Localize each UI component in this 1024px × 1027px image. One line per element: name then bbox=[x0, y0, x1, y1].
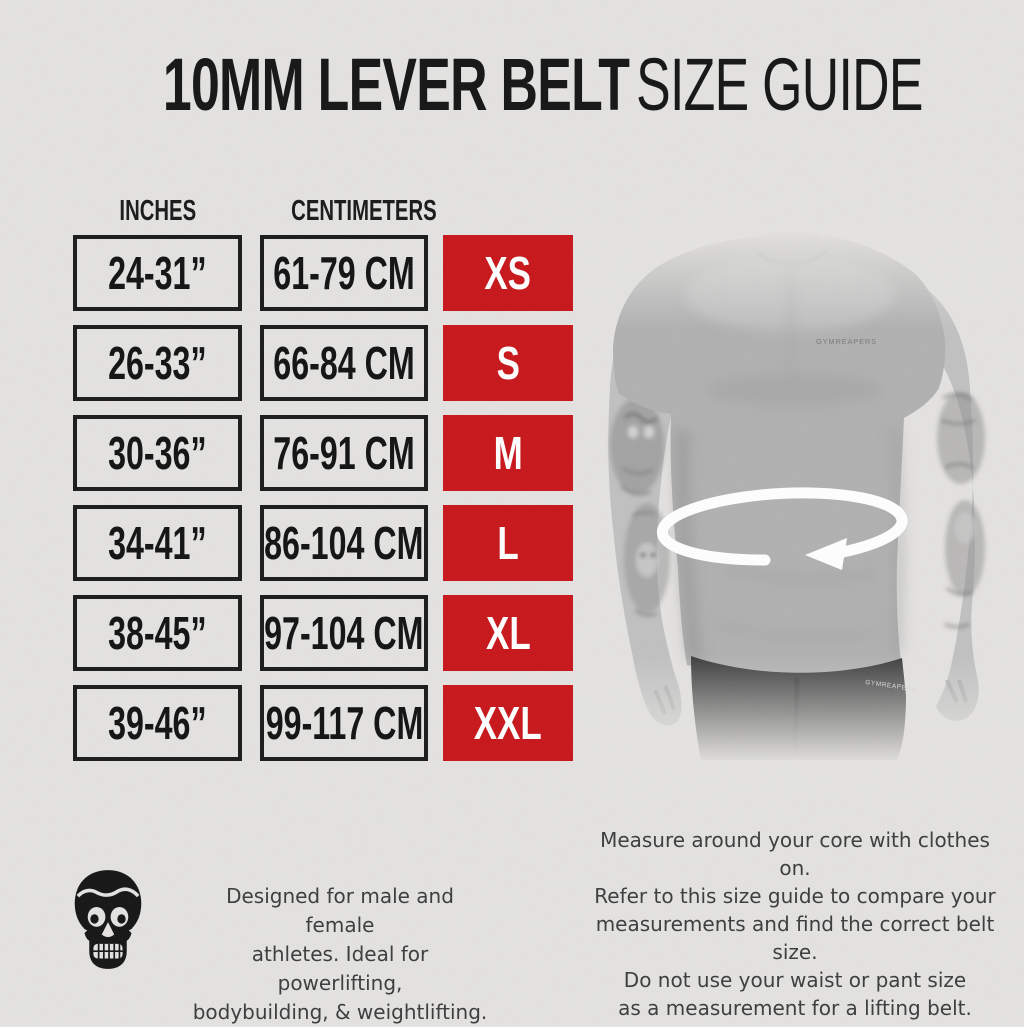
inches-cell: 38-45” bbox=[73, 595, 242, 671]
note-line: Measure around your core with clothes on… bbox=[600, 828, 990, 880]
page-title-product: 10MM LEVER BELT bbox=[162, 43, 630, 126]
shirt-brand-text: GYMREAPERS bbox=[816, 337, 877, 346]
inches-cell: 34-41” bbox=[73, 505, 242, 581]
centimeters-cell: 76-91 CM bbox=[260, 415, 428, 491]
size-badge: XL bbox=[443, 595, 573, 671]
centimeters-cell: 66-84 CM bbox=[260, 325, 428, 401]
photo-top-fade bbox=[575, 228, 1024, 328]
designed-for-note: Designed for male and female athletes. I… bbox=[190, 882, 490, 1027]
page-title: 10MM LEVER BELTSIZE GUIDE bbox=[0, 48, 1024, 141]
centimeters-cell: 86-104 CM bbox=[260, 505, 428, 581]
note-line: bodybuilding, & weightlifting. bbox=[192, 1000, 488, 1024]
size-badge: XS bbox=[443, 235, 573, 311]
skull-logo-icon bbox=[74, 870, 142, 969]
note-line: athletes. Ideal for powerlifting, bbox=[251, 942, 429, 995]
size-badge: XXL bbox=[443, 685, 573, 761]
inches-cell: 26-33” bbox=[73, 325, 242, 401]
page-title-suffix: SIZE GUIDE bbox=[636, 43, 923, 126]
note-line: Designed for male and female bbox=[226, 884, 454, 937]
centimeters-cell: 61-79 CM bbox=[260, 235, 428, 311]
photo-bottom-fade bbox=[575, 656, 1024, 800]
measurement-instructions: Measure around your core with clothes on… bbox=[590, 826, 1000, 1022]
model-photo: GYMREAPERS GYMREAPERS bbox=[575, 228, 1024, 800]
note-line: Do not use your waist or pant size bbox=[623, 968, 967, 992]
size-badge: S bbox=[443, 325, 573, 401]
inches-cell: 30-36” bbox=[73, 415, 242, 491]
size-badge: L bbox=[443, 505, 573, 581]
note-line: Refer to this size guide to compare your bbox=[594, 884, 996, 908]
note-line: as a measurement for a lifting belt. bbox=[618, 996, 972, 1020]
column-header-centimeters: CENTIMETERS bbox=[291, 195, 437, 227]
note-line: measurements and find the correct belt s… bbox=[595, 912, 995, 964]
centimeters-cell: 99-117 CM bbox=[260, 685, 428, 761]
inches-cell: 24-31” bbox=[73, 235, 242, 311]
centimeters-cell: 97-104 CM bbox=[260, 595, 428, 671]
column-header-inches: INCHES bbox=[119, 195, 196, 227]
size-badge: M bbox=[443, 415, 573, 491]
inches-cell: 39-46” bbox=[73, 685, 242, 761]
